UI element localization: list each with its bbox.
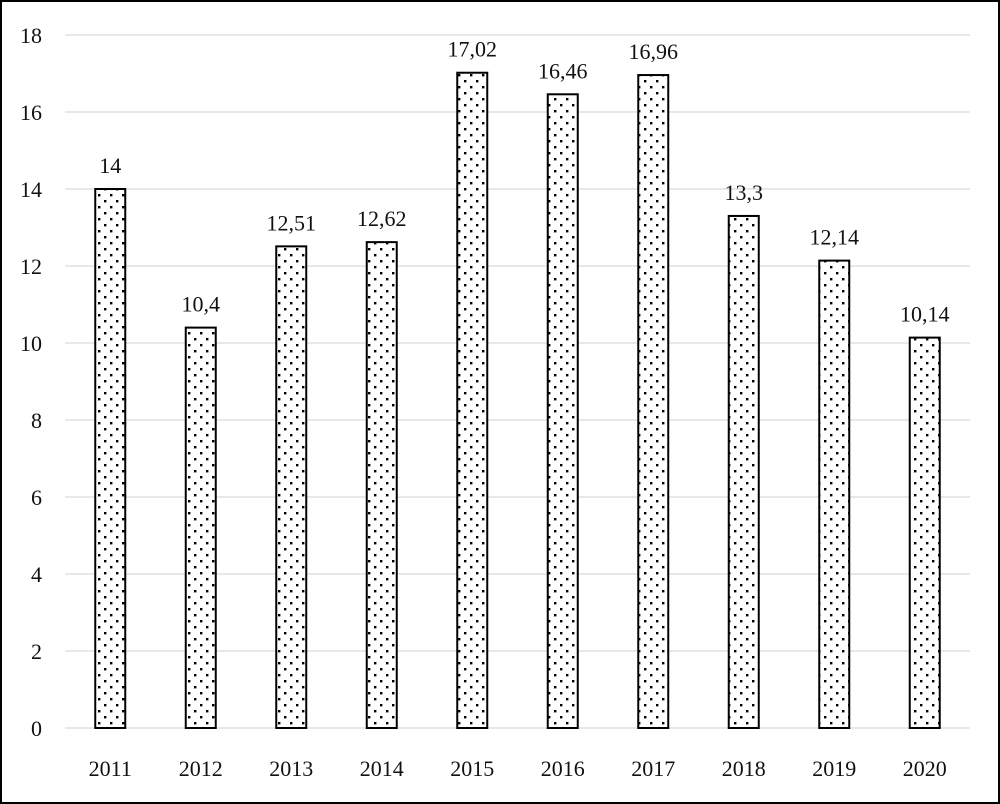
x-axis-tick-labels: 2011 2012 2013 2014 2015 2016 2017 2018 2019 2020 bbox=[89, 756, 947, 781]
bar-2015 bbox=[456, 71, 489, 730]
y-tick-label: 4 bbox=[31, 562, 42, 587]
data-label-2012: 10,4 bbox=[182, 292, 221, 317]
x-tick-label-2017: 2017 bbox=[631, 756, 675, 781]
x-tick-label-2012: 2012 bbox=[179, 756, 223, 781]
data-labels: 14 10,4 12,51 12,62 17,02 16,46 16,96 13,3 12,14… bbox=[99, 37, 949, 327]
bar-2011 bbox=[94, 188, 127, 729]
x-tick-label-2016: 2016 bbox=[541, 756, 585, 781]
bar-2016 bbox=[546, 93, 579, 730]
bar-2017 bbox=[637, 74, 670, 730]
y-tick-label: 16 bbox=[20, 100, 42, 125]
bar-2014 bbox=[365, 241, 398, 729]
x-tick-label-2018: 2018 bbox=[722, 756, 766, 781]
y-tick-label: 12 bbox=[20, 254, 42, 279]
y-tick-label: 8 bbox=[31, 408, 42, 433]
data-label-2013: 12,51 bbox=[267, 210, 317, 235]
bar-2018 bbox=[727, 214, 760, 729]
x-tick-label-2014: 2014 bbox=[360, 756, 404, 781]
data-label-2015: 17,02 bbox=[448, 37, 498, 62]
data-label-2017: 16,96 bbox=[629, 39, 679, 64]
data-label-2019: 12,14 bbox=[810, 225, 860, 250]
bars bbox=[94, 71, 941, 730]
y-tick-label: 0 bbox=[31, 716, 42, 741]
x-tick-label-2020: 2020 bbox=[903, 756, 947, 781]
data-label-2018: 13,3 bbox=[725, 180, 764, 205]
bar-2020 bbox=[908, 336, 941, 729]
x-tick-label-2011: 2011 bbox=[89, 756, 132, 781]
bar-2013 bbox=[275, 245, 308, 730]
data-label-2016: 16,46 bbox=[538, 58, 588, 83]
data-label-2014: 12,62 bbox=[357, 206, 407, 231]
x-tick-label-2015: 2015 bbox=[450, 756, 494, 781]
y-axis-tick-labels: 0 2 4 6 8 10 12 14 16 18 bbox=[20, 23, 42, 741]
y-tick-label: 6 bbox=[31, 485, 42, 510]
y-tick-label: 2 bbox=[31, 639, 42, 664]
data-label-2020: 10,14 bbox=[900, 302, 950, 327]
y-tick-label: 18 bbox=[20, 23, 42, 48]
y-tick-label: 10 bbox=[20, 331, 42, 356]
bar-2019 bbox=[818, 259, 851, 729]
y-tick-label: 14 bbox=[20, 177, 42, 202]
x-tick-label-2019: 2019 bbox=[812, 756, 856, 781]
data-label-2011: 14 bbox=[99, 153, 121, 178]
x-tick-label-2013: 2013 bbox=[269, 756, 313, 781]
bar-2012 bbox=[184, 326, 217, 729]
